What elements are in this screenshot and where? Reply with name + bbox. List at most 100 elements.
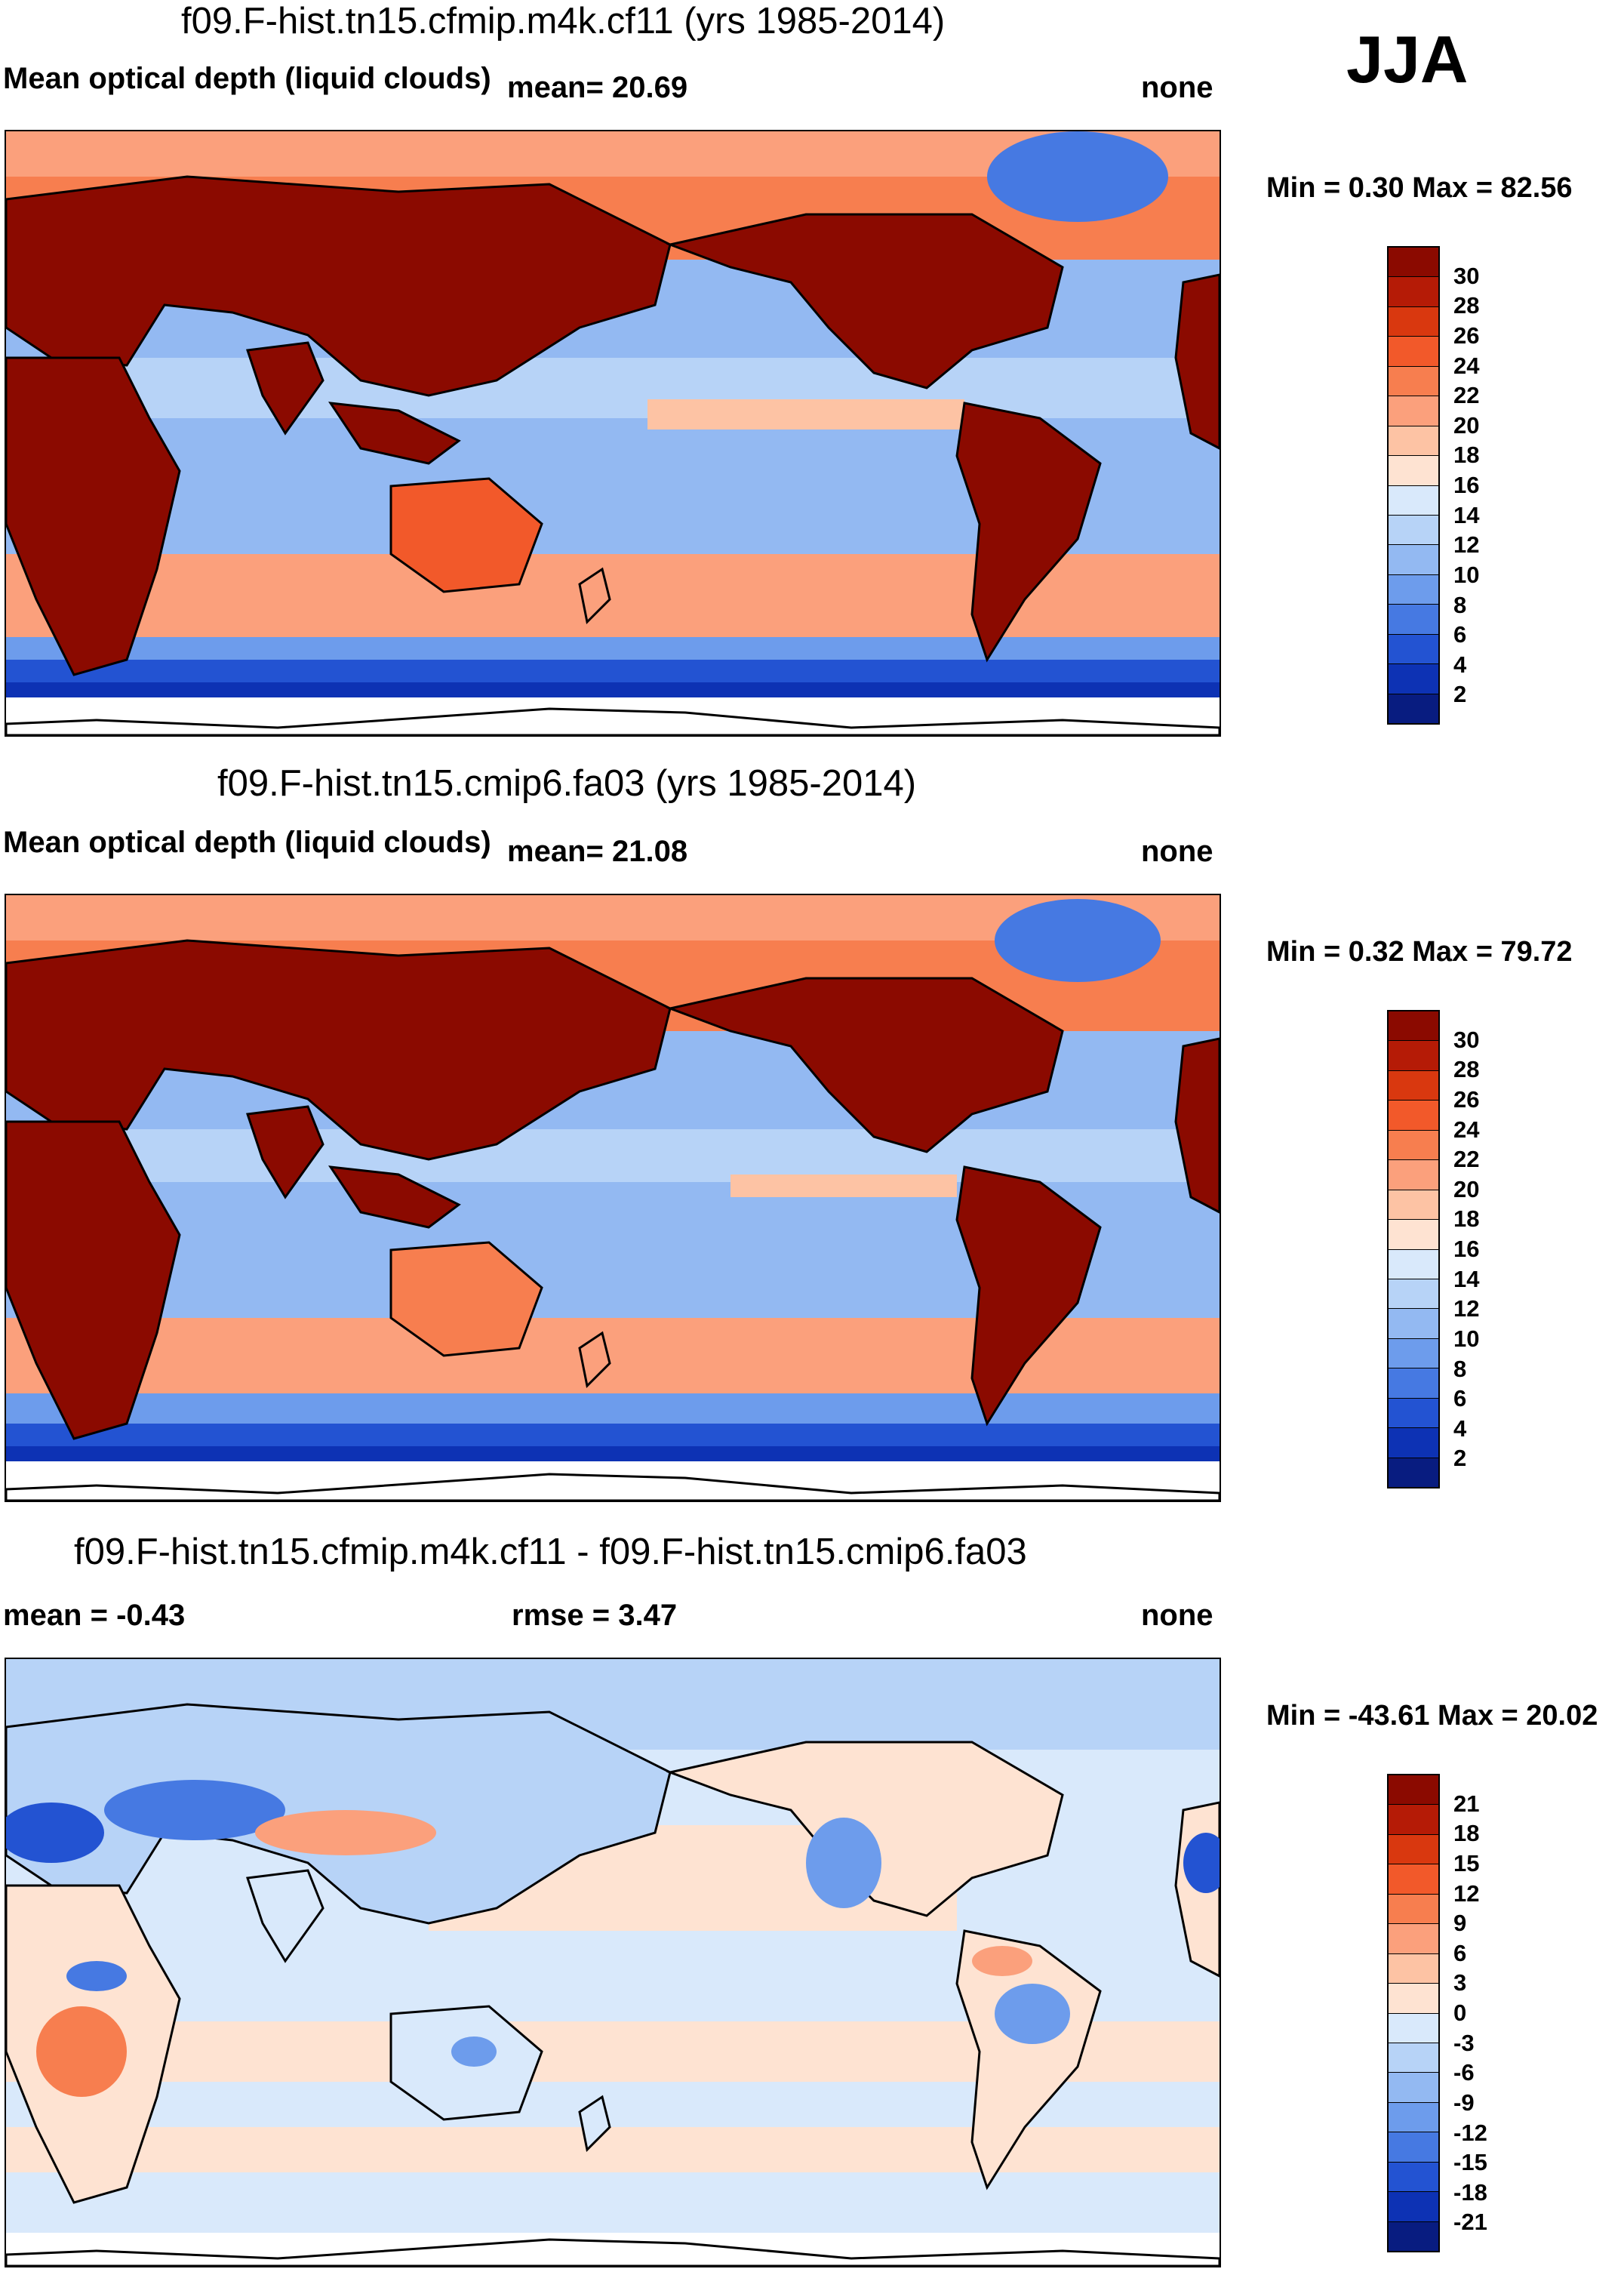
panel1-map <box>5 130 1221 737</box>
colorbar-swatch <box>1389 366 1438 397</box>
colorbar-swatch <box>1389 1101 1438 1131</box>
colorbar-tick-label: 21 <box>1453 1790 1480 1817</box>
colorbar-tick-label: 14 <box>1453 501 1480 528</box>
colorbar-swatch <box>1389 694 1438 723</box>
colorbar-swatch <box>1389 634 1438 665</box>
colorbar-tick-label: 30 <box>1453 262 1480 289</box>
colorbar-swatch <box>1389 2132 1438 2163</box>
colorbar-swatch <box>1389 277 1438 307</box>
panel1-minmax: Min = 0.30 Max = 82.56 <box>1266 172 1573 204</box>
colorbar-swatch <box>1389 337 1438 367</box>
colorbar-tick-label: 3 <box>1453 1969 1467 1996</box>
colorbar-tick-label: -15 <box>1453 2149 1487 2176</box>
colorbar-tick-label: 16 <box>1453 472 1480 498</box>
panel1-mean-label: mean= 20.69 <box>507 71 688 104</box>
panel3-map <box>5 1658 1221 2267</box>
colorbar-tick-label: 15 <box>1453 1849 1480 1876</box>
colorbar-swatch <box>1389 1805 1438 1835</box>
colorbar-swatch <box>1389 2013 1438 2043</box>
colorbar-swatch <box>1389 1279 1438 1310</box>
colorbar-swatch <box>1389 1775 1438 1806</box>
colorbar-swatch <box>1389 1041 1438 1071</box>
colorbar-tick-label: 18 <box>1453 1205 1480 1233</box>
colorbar-swatch <box>1389 1458 1438 1487</box>
panel1-title: f09.F-hist.tn15.cfmip.m4k.cf11 (yrs 1985… <box>181 1 946 42</box>
colorbar-swatch <box>1389 1130 1438 1161</box>
colorbar-tick-label: 2 <box>1453 1445 1467 1472</box>
panel3-units-label: none <box>1141 1599 1213 1632</box>
season-label: JJA <box>1346 22 1469 97</box>
colorbar-swatch <box>1389 1160 1438 1190</box>
colorbar-tick-label: 24 <box>1453 1116 1480 1143</box>
colorbar-tick-label: 8 <box>1453 591 1467 618</box>
colorbar-tick-label: 24 <box>1453 352 1480 379</box>
colorbar-swatch <box>1389 545 1438 575</box>
colorbar-swatch <box>1389 515 1438 546</box>
panel1-map-field <box>6 131 1220 735</box>
colorbar-swatch <box>1389 1864 1438 1895</box>
panel2-variable-label: Mean optical depth (liquid clouds) <box>3 826 491 859</box>
colorbar-tick-label: 18 <box>1453 442 1480 469</box>
panel2-units-label: none <box>1141 835 1213 868</box>
colorbar-swatch <box>1389 1398 1438 1429</box>
colorbar-swatch <box>1389 1249 1438 1279</box>
colorbar-tick-label: -3 <box>1453 2029 1475 2056</box>
colorbar-tick-label: 4 <box>1453 651 1467 678</box>
colorbar-swatch <box>1389 2102 1438 2133</box>
colorbar-swatch <box>1389 2221 1438 2251</box>
colorbar-swatch <box>1389 456 1438 486</box>
colorbar-swatch <box>1389 485 1438 516</box>
panel1-variable-label: Mean optical depth (liquid clouds) <box>3 62 491 95</box>
colorbar-swatch <box>1389 396 1438 426</box>
panel2-map-field <box>6 895 1220 1501</box>
colorbar-tick-label: 0 <box>1453 2000 1467 2026</box>
colorbar-swatch <box>1389 2043 1438 2073</box>
panel1-units-label: none <box>1141 71 1213 104</box>
colorbar-swatch <box>1389 1428 1438 1458</box>
colorbar-tick-label: -6 <box>1453 2059 1475 2086</box>
panel2-minmax: Min = 0.32 Max = 79.72 <box>1266 936 1573 968</box>
colorbar-tick-label: 6 <box>1453 1385 1467 1412</box>
colorbar-swatch <box>1389 1924 1438 1954</box>
panel3-mean-label: mean = -0.43 <box>3 1599 186 1632</box>
panel2-map <box>5 894 1221 1502</box>
colorbar-tick-label: 22 <box>1453 1146 1480 1173</box>
panel2-mean-label: mean= 21.08 <box>507 835 688 868</box>
colorbar-tick-label: 12 <box>1453 1879 1480 1907</box>
colorbar-swatch <box>1389 1984 1438 2014</box>
colorbar-tick-label: 12 <box>1453 1295 1480 1322</box>
panel3-minmax: Min = -43.61 Max = 20.02 <box>1266 1700 1598 1732</box>
colorbar-tick-label: 6 <box>1453 621 1467 648</box>
colorbar-tick-label: -18 <box>1453 2178 1487 2206</box>
panel2-title: f09.F-hist.tn15.cmip6.fa03 (yrs 1985-201… <box>217 763 917 804</box>
colorbar-swatch <box>1389 2162 1438 2193</box>
colorbar-swatch <box>1389 1338 1438 1369</box>
colorbar-swatch <box>1389 1070 1438 1101</box>
colorbar-tick-label: -21 <box>1453 2209 1487 2236</box>
colorbar-swatch <box>1389 1220 1438 1250</box>
colorbar-swatch <box>1389 306 1438 337</box>
colorbar-swatch <box>1389 1190 1438 1221</box>
panel1-colorbar <box>1387 246 1440 725</box>
colorbar-tick-label: -12 <box>1453 2119 1487 2146</box>
colorbar-swatch <box>1389 574 1438 605</box>
colorbar-tick-label: 9 <box>1453 1910 1467 1937</box>
colorbar-tick-label: 2 <box>1453 681 1467 708</box>
colorbar-tick-label: 20 <box>1453 1175 1480 1202</box>
colorbar-swatch <box>1389 1953 1438 1984</box>
panel3-rmse-label: rmse = 3.47 <box>512 1599 678 1632</box>
colorbar-tick-label: 28 <box>1453 1056 1480 1083</box>
colorbar-tick-label: 16 <box>1453 1236 1480 1262</box>
colorbar-tick-label: 20 <box>1453 411 1480 439</box>
colorbar-tick-label: 6 <box>1453 1939 1467 1966</box>
panel3-map-field <box>6 1659 1220 2266</box>
colorbar-swatch <box>1389 1368 1438 1399</box>
colorbar-swatch <box>1389 1011 1438 1042</box>
colorbar-swatch <box>1389 664 1438 694</box>
colorbar-tick-label: 26 <box>1453 1085 1480 1113</box>
colorbar-tick-label: 30 <box>1453 1026 1480 1053</box>
colorbar-tick-label: 12 <box>1453 531 1480 559</box>
panel3-colorbar <box>1387 1774 1440 2252</box>
colorbar-tick-label: 18 <box>1453 1820 1480 1847</box>
colorbar-swatch <box>1389 1309 1438 1339</box>
